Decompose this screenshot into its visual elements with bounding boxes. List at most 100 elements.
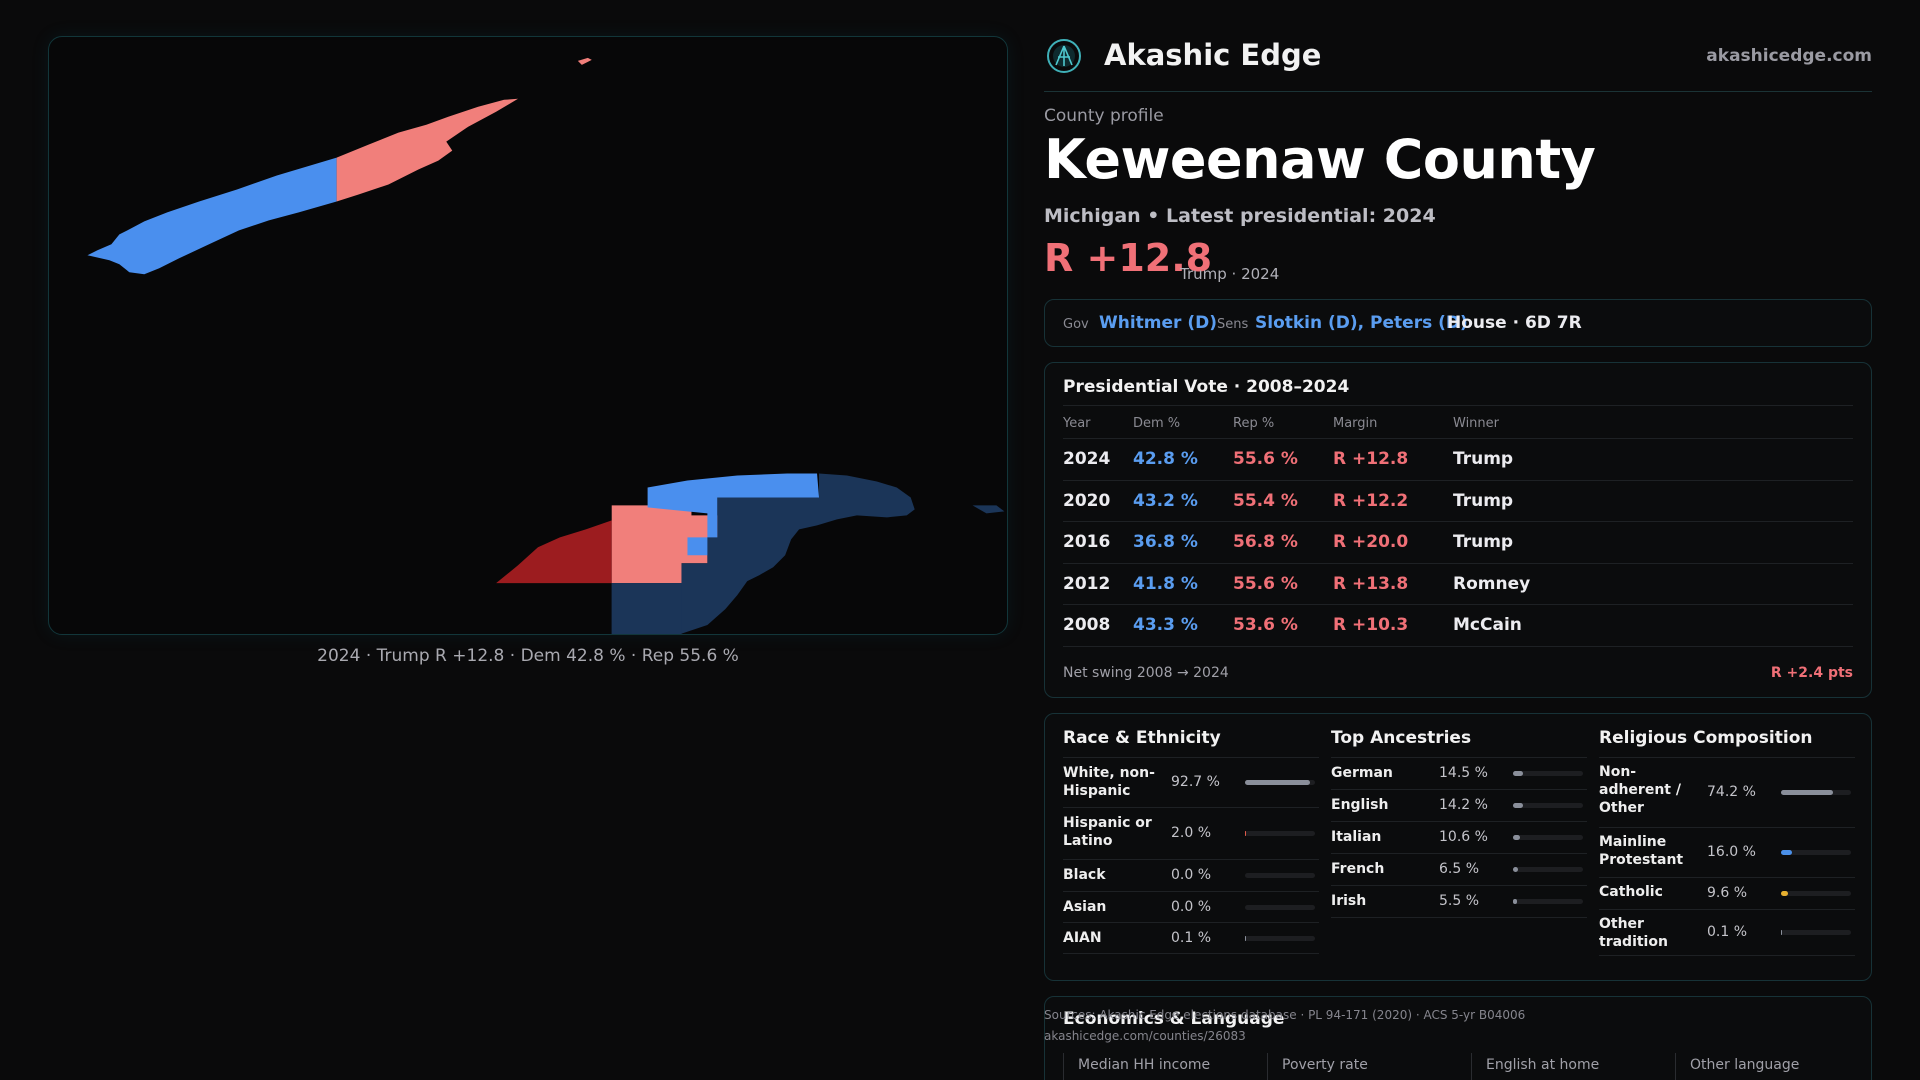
- table-row: 2020 43.2 % 55.4 % R +12.2 Trump: [1063, 481, 1853, 522]
- religion-divider: [1599, 757, 1855, 758]
- demographic-label: Catholic: [1599, 884, 1663, 900]
- econ-col-other-language: Other language: [1675, 1053, 1855, 1080]
- demographic-label: Asian: [1063, 899, 1107, 915]
- econ-col-poverty: Poverty rate: [1267, 1053, 1471, 1080]
- col-header-rep: Rep %: [1233, 416, 1275, 431]
- header: Akashic Edge akashicedge.com: [1044, 34, 1872, 92]
- col-header-dem: Dem %: [1133, 416, 1181, 431]
- demographic-value: 2.0 %: [1171, 825, 1212, 841]
- demographic-value: 0.0 %: [1171, 867, 1212, 883]
- share-bar-track: [1245, 831, 1315, 836]
- row-rep: 55.6 %: [1233, 573, 1298, 594]
- demographic-label: Hispanic or Latino: [1063, 815, 1152, 849]
- map-region-north-blue[interactable]: [647, 473, 820, 556]
- religion-title: Religious Composition: [1599, 728, 1813, 748]
- demographics-card: Race & Ethnicity White, non-Hispanic 92.7…: [1044, 713, 1872, 981]
- share-bar-fill: [1781, 790, 1833, 795]
- economics-card: Economics & Language Median HH income Po…: [1044, 996, 1872, 1080]
- demographic-row: French 6.5 %: [1331, 854, 1587, 886]
- net-swing: Net swing 2008 → 2024 R +2.4 pts: [1063, 665, 1853, 681]
- row-dem: 43.2 %: [1133, 490, 1198, 511]
- profile-panel: Akashic Edge akashicedge.com County prof…: [1044, 0, 1872, 1080]
- demographic-label: Italian: [1331, 829, 1382, 845]
- demographic-value: 10.6 %: [1439, 829, 1488, 845]
- site-link[interactable]: akashicedge.com: [1706, 46, 1872, 66]
- share-bar-track: [1245, 935, 1315, 941]
- page-title: Keweenaw County: [1044, 128, 1596, 191]
- econ-col-income: Median HH income: [1063, 1053, 1267, 1080]
- share-bar-fill: [1513, 899, 1517, 904]
- row-year: 2012: [1063, 573, 1111, 594]
- demographic-row: German 14.5 %: [1331, 758, 1587, 790]
- demographic-label: AIAN: [1063, 930, 1102, 946]
- map-region-center-pink[interactable]: [611, 505, 720, 584]
- presidential-title: Presidential Vote · 2008–2024: [1063, 377, 1350, 397]
- col-header-margin: Margin: [1333, 416, 1378, 431]
- row-year: 2020: [1063, 490, 1111, 511]
- map-region-isle-royale-west[interactable]: [87, 157, 337, 275]
- share-bar-track: [1513, 867, 1583, 872]
- row-margin: R +12.8: [1333, 449, 1409, 469]
- demographic-row: Hispanic or Latino 2.0 %: [1063, 808, 1319, 860]
- senators-value: Slotkin (D), Peters (D): [1255, 313, 1468, 333]
- share-bar-fill: [1781, 930, 1783, 935]
- demographic-row: AIAN 0.1 %: [1063, 923, 1319, 954]
- net-swing-label: Net swing 2008 → 2024: [1063, 665, 1229, 681]
- county-map-svg: [87, 57, 1005, 634]
- officials-card: Gov Whitmer (D) Sens Slotkin (D), Peters…: [1044, 299, 1872, 347]
- demographic-value: 0.1 %: [1171, 929, 1212, 946]
- map-region-west-dark-red[interactable]: [496, 520, 612, 584]
- row-winner: Romney: [1453, 573, 1531, 594]
- county-map[interactable]: [48, 36, 1008, 635]
- row-year: 2024: [1063, 449, 1111, 469]
- sources-footer: Sources: Akashic Edge elections database…: [1044, 1005, 1525, 1047]
- demographic-row: Other tradition 0.1 %: [1599, 910, 1855, 956]
- econ-col-english: English at home: [1471, 1053, 1675, 1080]
- row-dem: 42.8 %: [1133, 449, 1198, 469]
- race-title: Race & Ethnicity: [1063, 728, 1221, 748]
- share-bar-track: [1781, 850, 1851, 855]
- demographic-value: 92.7 %: [1171, 774, 1220, 790]
- map-islet: [577, 57, 592, 65]
- table-row: 2024 42.8 % 55.6 % R +12.8 Trump: [1063, 439, 1853, 481]
- map-region-isle-royale-east[interactable]: [336, 98, 519, 202]
- map-region-east-navy-bottom: [611, 583, 682, 634]
- presidential-table: Year Dem % Rep % Margin Winner 2024 42.8…: [1063, 405, 1853, 647]
- demographic-value: 5.5 %: [1439, 893, 1480, 909]
- share-bar-track: [1513, 899, 1583, 904]
- sens-label: Sens: [1217, 317, 1249, 332]
- share-bar-fill: [1245, 831, 1247, 836]
- page-subtitle: Michigan • Latest presidential: 2024: [1044, 205, 1436, 227]
- latest-margin-note: Trump · 2024: [1180, 265, 1280, 283]
- share-bar-track: [1245, 873, 1315, 878]
- map-region-east-navy[interactable]: [611, 473, 915, 634]
- ancestry-title: Top Ancestries: [1331, 728, 1472, 748]
- share-bar-track: [1513, 771, 1583, 776]
- race-divider: [1063, 757, 1319, 758]
- row-winner: Trump: [1453, 490, 1514, 511]
- row-year: 2008: [1063, 615, 1111, 635]
- row-dem: 43.3 %: [1133, 615, 1198, 635]
- net-swing-value: R +2.4 pts: [1770, 665, 1853, 681]
- row-winner: Trump: [1453, 449, 1514, 469]
- demographic-label: English: [1331, 797, 1389, 813]
- row-rep: 56.8 %: [1233, 532, 1298, 552]
- demographic-label: Irish: [1331, 893, 1367, 909]
- demographic-value: 9.6 %: [1707, 885, 1748, 901]
- demographic-row: Irish 5.5 %: [1331, 886, 1587, 918]
- demographic-label: White, non-Hispanic: [1063, 765, 1155, 799]
- map-islet-east: [972, 505, 1005, 514]
- row-rep: 55.6 %: [1233, 449, 1298, 469]
- presidential-card: Presidential Vote · 2008–2024 Year Dem %…: [1044, 362, 1872, 698]
- sources-url[interactable]: akashicedge.com/counties/26083: [1044, 1029, 1246, 1043]
- house-value: House · 6D 7R: [1447, 313, 1582, 333]
- demographic-value: 16.0 %: [1707, 844, 1756, 860]
- demographic-value: 14.2 %: [1439, 797, 1488, 813]
- economics-columns: Median HH income Poverty rate English at…: [1063, 1053, 1853, 1080]
- gov-label: Gov: [1063, 317, 1089, 332]
- row-margin: R +20.0: [1333, 532, 1409, 552]
- share-bar-fill: [1513, 835, 1521, 840]
- demographic-value: 0.1 %: [1707, 924, 1748, 940]
- demographic-row: White, non-Hispanic 92.7 %: [1063, 758, 1319, 808]
- row-dem: 41.8 %: [1133, 573, 1198, 594]
